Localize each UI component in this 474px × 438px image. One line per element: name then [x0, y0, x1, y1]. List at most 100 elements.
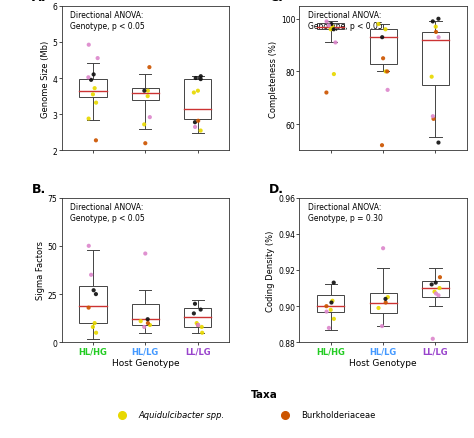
Point	[140, 122, 148, 129]
Point	[92, 138, 100, 145]
Text: Aquidulcibacter spp.: Aquidulcibacter spp.	[138, 410, 225, 420]
Point	[91, 320, 99, 327]
Point	[146, 322, 154, 329]
Point	[85, 243, 92, 250]
Point	[194, 322, 202, 329]
Point	[198, 329, 206, 336]
Point	[325, 23, 333, 30]
Point	[327, 27, 335, 34]
Point	[84, 74, 92, 81]
Point	[330, 316, 337, 323]
Text: C.: C.	[269, 0, 283, 4]
Point	[87, 272, 95, 279]
Point	[330, 27, 337, 34]
Text: B.: B.	[31, 182, 46, 195]
Point	[382, 296, 389, 303]
Text: Burkholderiaceae: Burkholderiaceae	[301, 410, 375, 420]
Point	[91, 85, 99, 92]
Point	[379, 245, 387, 252]
Point	[85, 304, 92, 311]
Point	[90, 287, 98, 294]
Point	[197, 128, 204, 135]
Bar	[184, 308, 211, 327]
Point	[378, 323, 386, 330]
Bar	[422, 33, 449, 85]
Point	[325, 325, 333, 332]
Point	[197, 76, 204, 83]
Point	[323, 90, 330, 97]
Y-axis label: Coding Density (%): Coding Density (%)	[266, 230, 275, 311]
Point	[141, 88, 148, 95]
Point	[332, 40, 339, 47]
Point	[194, 322, 202, 329]
Point	[382, 299, 390, 306]
Point	[89, 324, 97, 331]
Point	[94, 56, 101, 63]
Point	[328, 24, 336, 31]
Text: Directional ANOVA:
Genotype, p < 0.05: Directional ANOVA: Genotype, p < 0.05	[70, 202, 145, 223]
Point	[428, 281, 436, 288]
Point	[378, 35, 386, 42]
Point	[144, 320, 152, 327]
Point	[85, 116, 92, 123]
Point	[383, 69, 391, 76]
Bar	[370, 294, 397, 314]
Point	[378, 142, 386, 149]
Point	[375, 305, 383, 312]
Point	[92, 291, 100, 298]
Point	[330, 279, 337, 286]
Point	[194, 118, 202, 125]
Point	[85, 42, 92, 49]
Text: Directional ANOVA:
Genotype, p < 0.05: Directional ANOVA: Genotype, p < 0.05	[70, 11, 145, 31]
Point	[330, 71, 337, 78]
Y-axis label: Sigma Factors: Sigma Factors	[36, 241, 45, 300]
Point	[144, 316, 152, 323]
Point	[197, 306, 204, 313]
Point	[328, 297, 336, 304]
Point	[328, 299, 335, 306]
Point	[142, 141, 149, 148]
Point	[323, 308, 330, 315]
Point	[435, 292, 442, 299]
X-axis label: Host Genotype: Host Genotype	[111, 359, 179, 367]
Point	[431, 289, 438, 296]
Point	[137, 318, 145, 325]
Point	[146, 114, 154, 121]
Y-axis label: Completeness (%): Completeness (%)	[269, 40, 278, 117]
Point	[194, 88, 202, 95]
Point	[142, 251, 149, 258]
Point	[140, 324, 148, 331]
Text: A.: A.	[31, 0, 46, 4]
Point	[197, 74, 205, 81]
Point	[92, 329, 100, 336]
Point	[89, 92, 97, 99]
Point	[323, 19, 330, 26]
Text: Taxa: Taxa	[251, 389, 278, 399]
Point	[432, 24, 439, 31]
Bar	[317, 296, 345, 312]
Bar	[132, 304, 159, 325]
Point	[384, 87, 392, 94]
Bar	[80, 287, 107, 323]
Point	[92, 100, 100, 107]
Point	[323, 303, 330, 310]
Point	[146, 64, 153, 71]
Point	[429, 336, 437, 343]
Point	[192, 75, 200, 82]
Bar	[132, 89, 159, 101]
Point	[191, 120, 199, 127]
Point	[382, 69, 390, 76]
Bar	[422, 281, 449, 297]
Point	[435, 16, 442, 23]
Point	[144, 88, 152, 95]
Point	[90, 72, 98, 79]
Point	[384, 294, 392, 301]
Bar	[80, 80, 107, 98]
Point	[87, 77, 95, 84]
Point	[327, 307, 335, 314]
Point	[429, 19, 437, 26]
Point	[190, 90, 198, 97]
Point	[198, 324, 206, 331]
Point	[379, 56, 387, 63]
Point	[428, 74, 436, 81]
